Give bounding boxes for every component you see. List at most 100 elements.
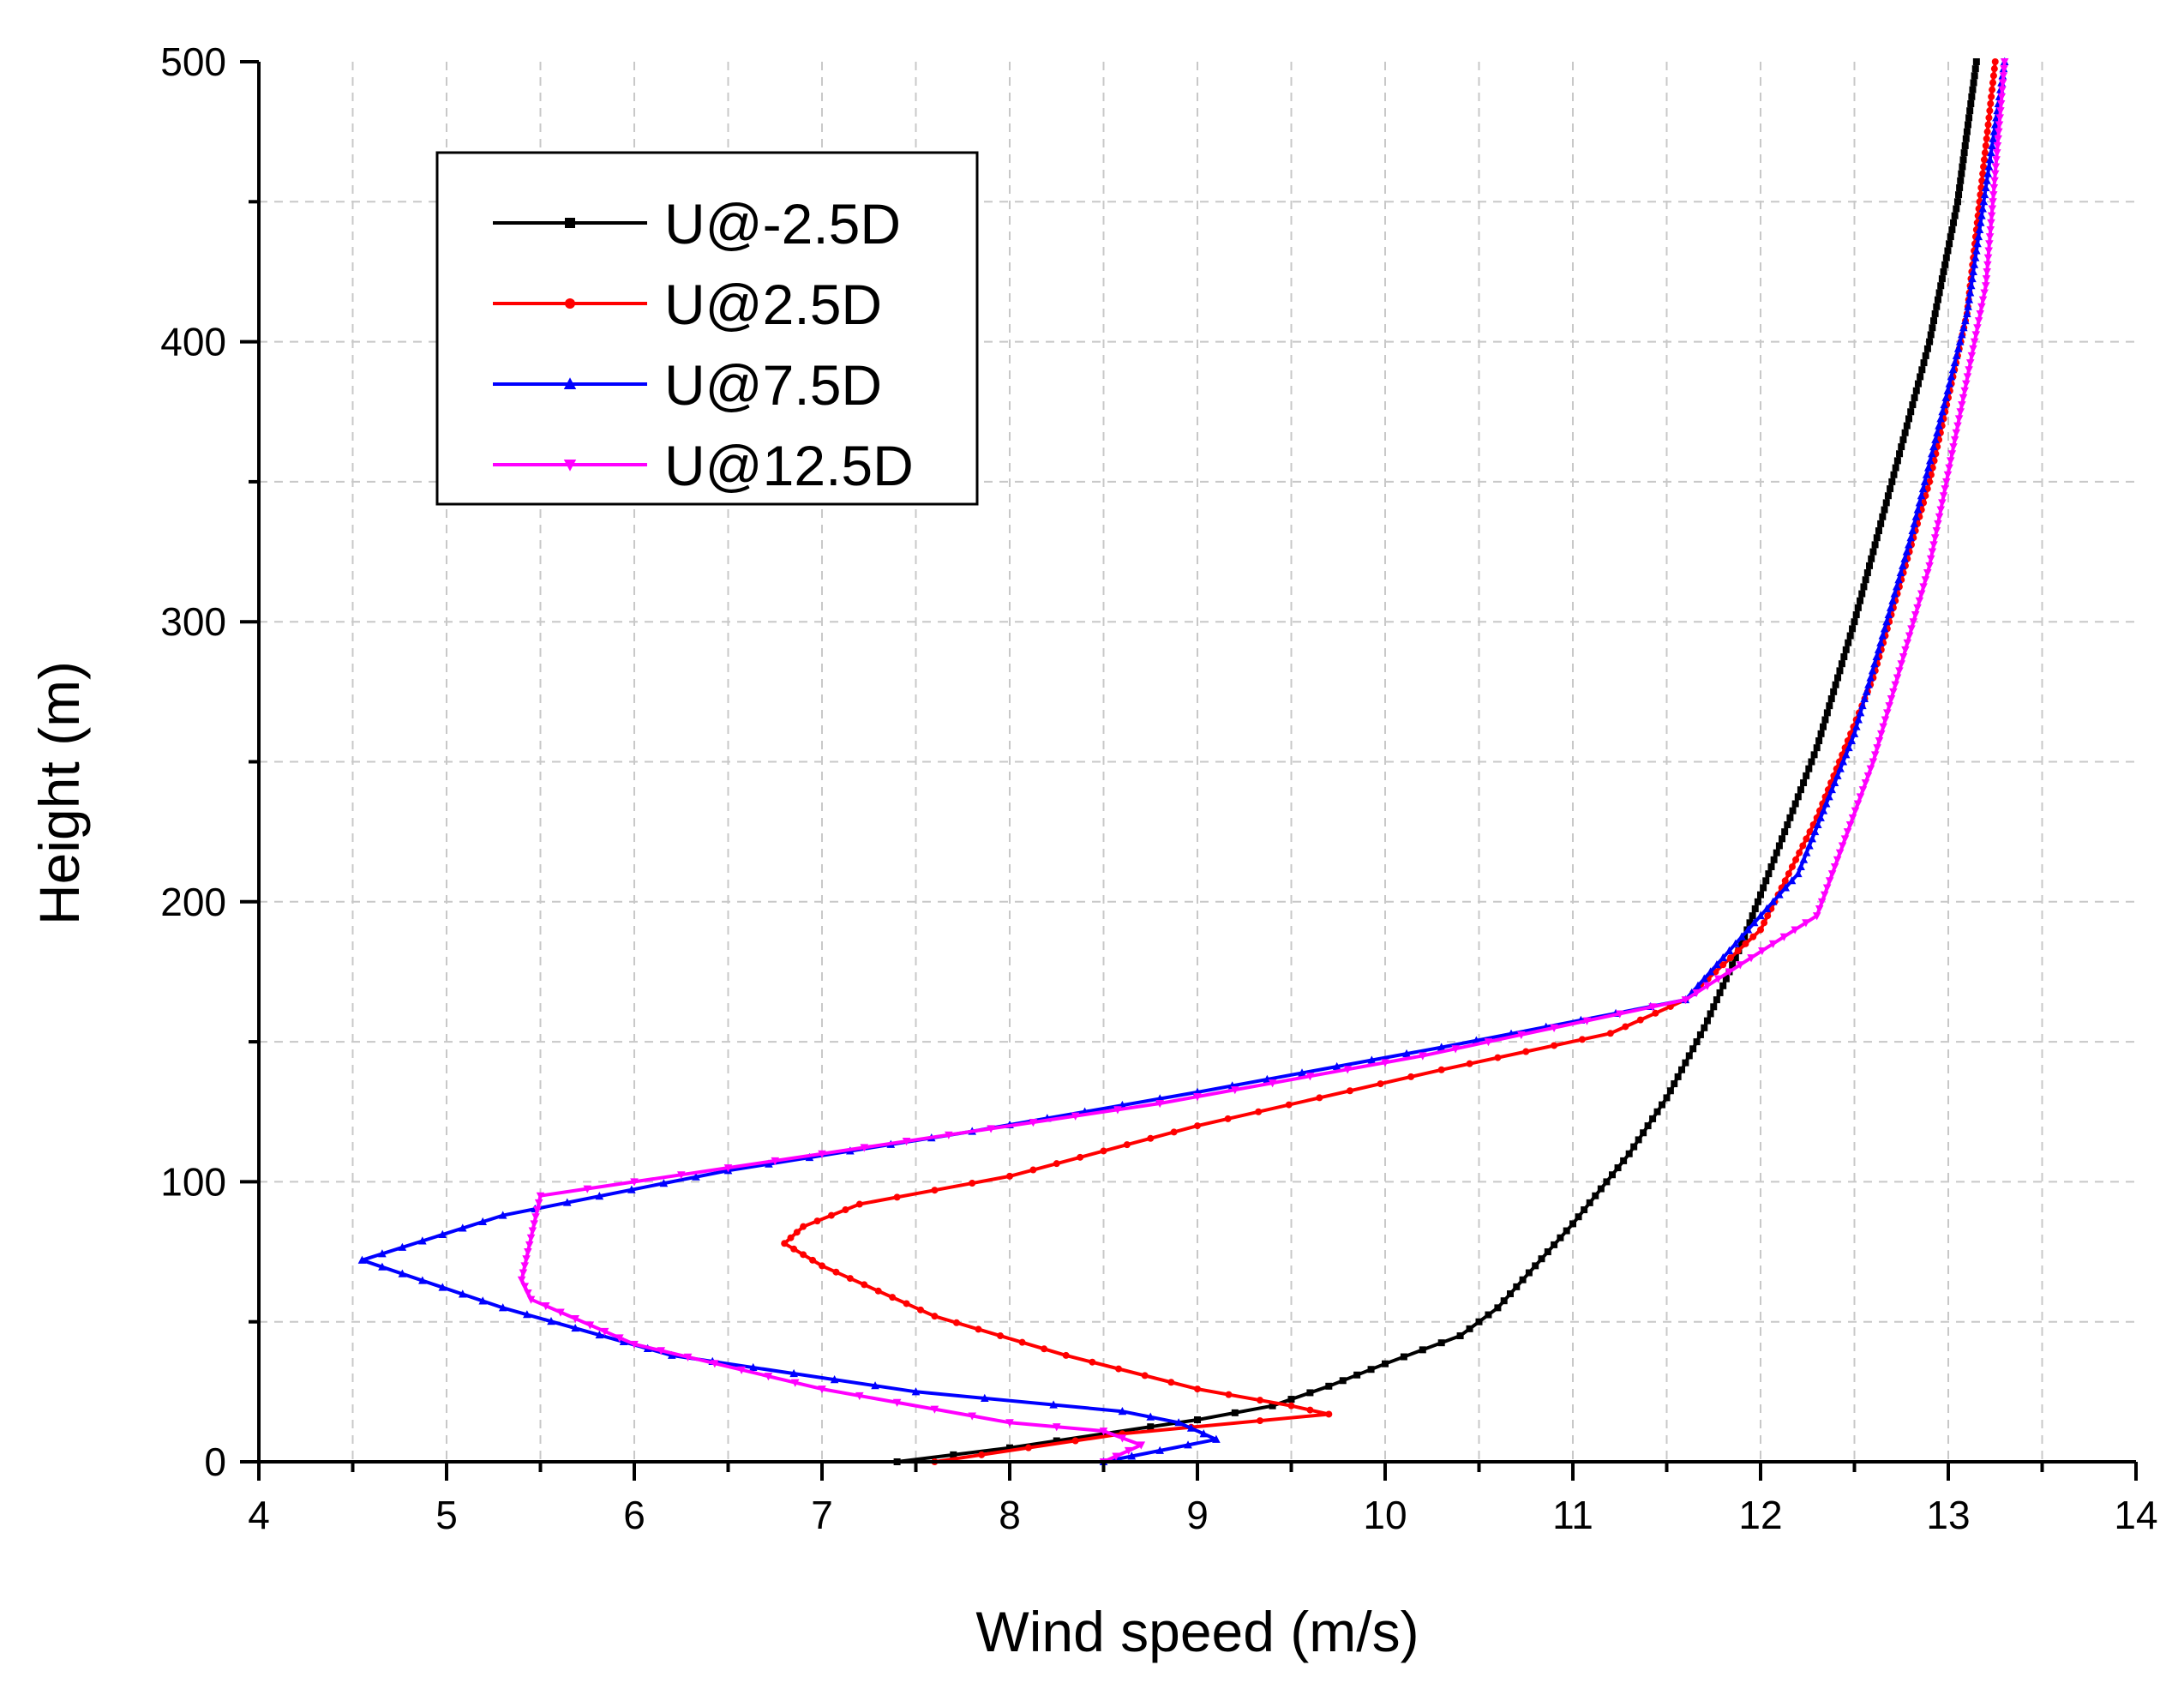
series-marker: [1989, 79, 1997, 87]
series-marker: [1938, 407, 1947, 416]
series-marker: [1980, 163, 1988, 171]
series-marker: [1866, 765, 1875, 773]
series-marker: [1147, 1423, 1155, 1431]
series-marker: [1987, 147, 1995, 157]
series-marker: [1437, 1043, 1446, 1051]
series-marker: [1212, 1434, 1221, 1443]
series-marker: [1931, 310, 1939, 317]
series-marker: [1808, 758, 1815, 766]
series-marker: [1024, 1444, 1032, 1452]
series-marker: [1961, 316, 1970, 325]
series-marker: [1758, 947, 1767, 956]
series-marker: [748, 1362, 758, 1372]
series-marker: [1989, 127, 1999, 135]
series-marker: [1880, 624, 1889, 633]
y-tick-label: 100: [160, 1159, 226, 1204]
series-marker: [1963, 373, 1972, 382]
series-marker: [1893, 674, 1902, 682]
series-marker: [1707, 1010, 1714, 1018]
series-marker: [800, 1223, 807, 1230]
series-marker: [1892, 582, 1901, 591]
series-marker: [541, 1302, 550, 1311]
series-marker: [1029, 1118, 1038, 1127]
series-marker: [1224, 1115, 1232, 1122]
series-marker: [793, 1229, 801, 1236]
series-marker: [1791, 926, 1799, 935]
series-marker: [1127, 1452, 1137, 1460]
series-marker: [1995, 114, 2005, 123]
series-marker: [1875, 527, 1882, 535]
series-marker: [723, 1164, 733, 1173]
series-marker: [1968, 93, 1976, 100]
series-marker: [1952, 351, 1961, 359]
series-marker: [1856, 708, 1865, 717]
series-marker: [1006, 1172, 1013, 1180]
series-marker: [842, 1206, 849, 1214]
series-marker: [1751, 905, 1759, 912]
series-marker: [1819, 806, 1828, 814]
series-marker: [978, 1451, 986, 1458]
series-marker: [418, 1276, 427, 1284]
series-marker: [1736, 961, 1745, 970]
series-marker: [1806, 828, 1814, 836]
series-marker: [874, 1287, 882, 1295]
series-marker: [1419, 1346, 1426, 1354]
series-marker: [1812, 912, 1821, 921]
series-marker: [1306, 1389, 1314, 1397]
series-marker: [1981, 149, 1989, 157]
series-marker: [1892, 464, 1899, 472]
series-marker: [1884, 610, 1893, 619]
series-marker: [1770, 856, 1778, 863]
series-marker: [1538, 1255, 1545, 1263]
series-marker: [1186, 1423, 1196, 1432]
series-marker: [1856, 793, 1865, 802]
legend: U@-2.5D U@2.5D U@7.5D U@12.5D: [435, 151, 979, 506]
series-marker: [1199, 1429, 1209, 1438]
series-marker: [1922, 352, 1929, 359]
series-marker: [1775, 842, 1783, 850]
series-marker: [1725, 946, 1734, 954]
series-marker: [1781, 828, 1789, 836]
series-marker: [1978, 296, 1988, 304]
series-marker: [1953, 344, 1963, 352]
series-marker: [1982, 282, 1990, 291]
series-marker: [860, 1144, 869, 1152]
y-tick-label: 500: [160, 39, 226, 84]
series-marker: [1614, 1164, 1622, 1172]
x-tick-label: 12: [1738, 1493, 1782, 1537]
series-marker: [1472, 1036, 1481, 1044]
series-marker: [1666, 1087, 1674, 1095]
series-marker: [1155, 1446, 1164, 1454]
series-marker: [1960, 149, 1968, 157]
series-marker: [1936, 414, 1945, 423]
series-marker: [1957, 177, 1965, 184]
series-marker: [1911, 512, 1921, 520]
series-marker: [1194, 1122, 1201, 1130]
series-marker: [1869, 758, 1878, 766]
x-tick-label: 10: [1363, 1493, 1407, 1537]
series-marker: [525, 1241, 534, 1250]
series-marker: [1635, 1136, 1642, 1144]
series-marker: [1890, 589, 1899, 598]
series-marker: [1985, 233, 1995, 242]
series-marker: [1578, 1036, 1586, 1043]
series-marker: [1257, 1417, 1263, 1425]
series-marker: [1929, 324, 1936, 332]
series-marker: [1870, 751, 1880, 760]
series-marker: [1980, 189, 1989, 199]
series-marker: [1975, 225, 1984, 233]
series-marker: [1137, 1441, 1146, 1450]
series-marker: [1979, 197, 1989, 206]
series-marker: [533, 1206, 542, 1215]
series-marker: [1945, 379, 1954, 388]
series-marker: [1980, 156, 1988, 164]
series-marker: [478, 1217, 488, 1226]
series-marker: [1649, 1115, 1657, 1122]
series-marker: [830, 1374, 839, 1384]
series-marker: [657, 1347, 666, 1355]
series-marker: [1989, 134, 1998, 142]
series-marker: [1978, 204, 1987, 213]
series-marker: [1694, 981, 1702, 989]
legend-marker: [563, 377, 577, 389]
series-marker: [1932, 527, 1941, 536]
